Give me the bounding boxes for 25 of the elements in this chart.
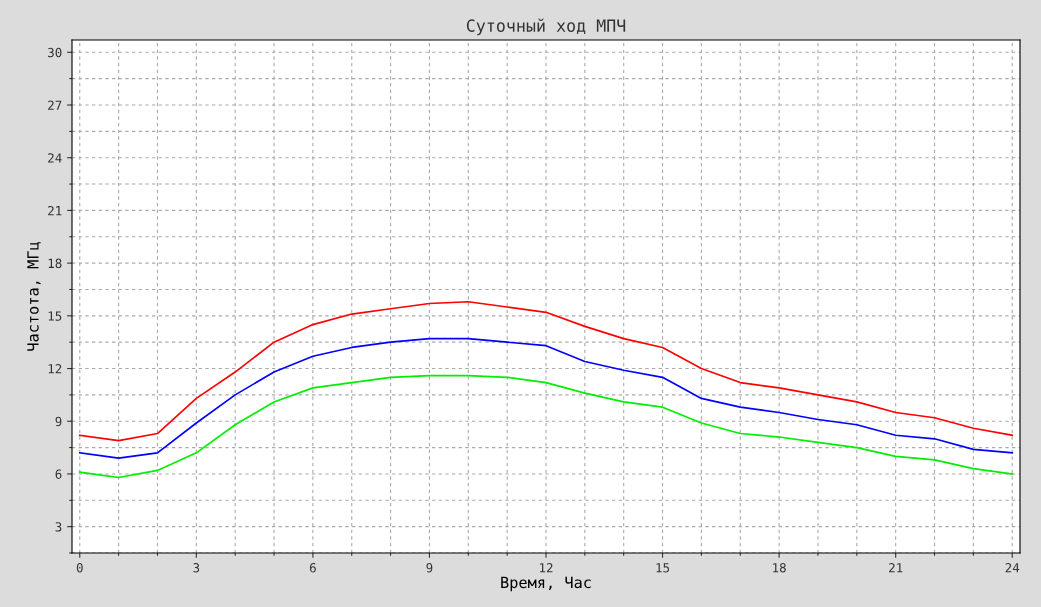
line-series (78, 374, 1014, 479)
y-tick-label: 6 (55, 469, 62, 479)
x-tick-label: 18 (773, 563, 786, 573)
y-tick-label: 24 (48, 153, 62, 163)
x-tick-label: 21 (889, 563, 903, 573)
x-axis-title: Время, Час (501, 576, 591, 592)
y-tick-label: 12 (48, 364, 62, 374)
y-tick-label: 27 (48, 100, 62, 110)
y-axis-title: Частота, МГц (27, 242, 41, 351)
y-tick-label: 18 (48, 258, 62, 269)
y-tick-label: 30 (48, 47, 62, 58)
x-tick-label: 6 (309, 563, 316, 573)
chart-title: Суточный ход МПЧ (466, 18, 626, 36)
line-series (78, 337, 1014, 459)
y-tick-label: 15 (48, 311, 62, 321)
x-tick-label: 12 (539, 563, 553, 573)
x-tick-label: 15 (656, 563, 670, 573)
x-tick-label: 24 (1005, 563, 1020, 573)
line-series (78, 300, 1014, 442)
x-tick-label: 9 (426, 563, 433, 573)
x-tick-label: 3 (193, 563, 200, 573)
y-tick-label: 21 (48, 205, 62, 216)
x-tick-label: 0 (76, 563, 83, 573)
y-tick-label: 9 (55, 416, 62, 427)
y-tick-label: 3 (55, 522, 62, 532)
